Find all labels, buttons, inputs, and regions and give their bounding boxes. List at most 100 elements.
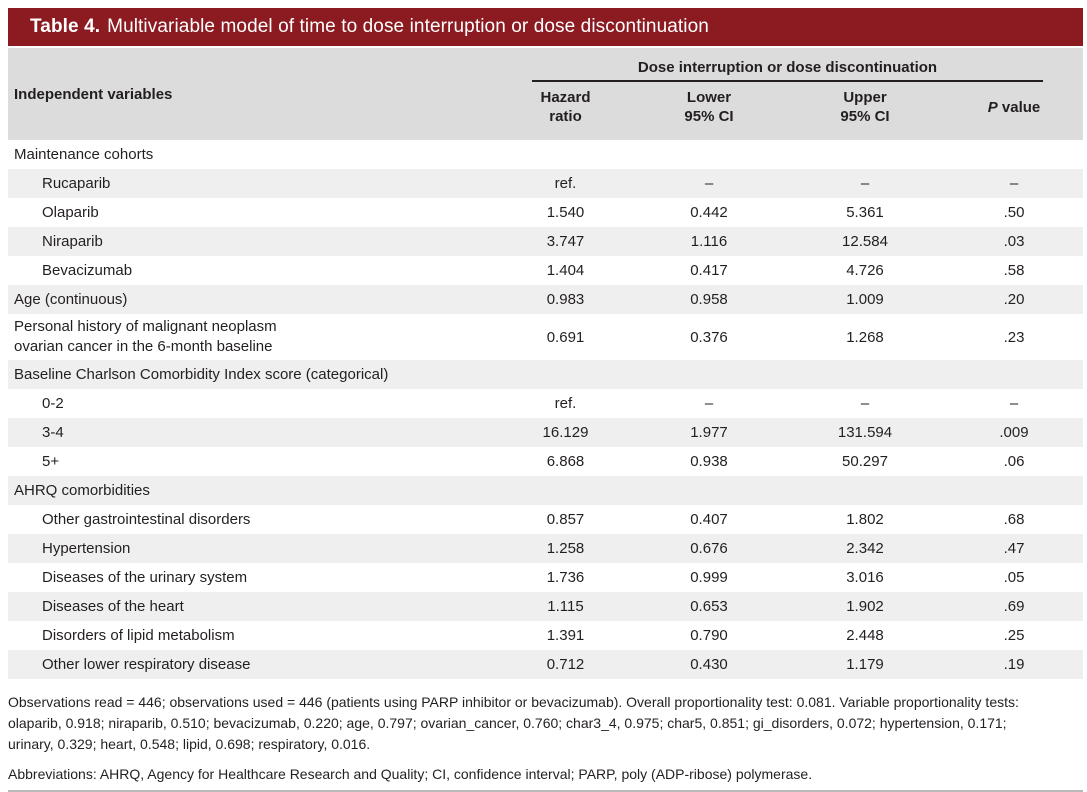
table-row: Other lower respiratory disease 0.712 0.43… [8,650,1083,679]
row-label: Olaparib [42,203,99,221]
row-label: Diseases of the urinary system [42,568,248,586]
cell-upper-ci: 12.584 [785,227,945,256]
cell-lower-ci [633,140,785,169]
table-row: Niraparib 3.747 1.116 12.584.03 [8,227,1083,256]
hazard-line2: ratio [549,108,582,125]
cell-p-value: .47 [945,534,1083,563]
cell-upper-ci [785,476,945,505]
row-label: Maintenance cohorts [14,145,154,163]
cell-lower-ci: 0.999 [690,569,728,586]
table-title-bar: Table 4. Multivariable model of time to … [8,8,1083,46]
table-row: Other gastrointestinal disorders 0.857 0.4… [8,505,1083,534]
cell-p-value [945,476,1083,505]
cell-hazard-ratio: ref. [498,169,633,198]
row-label: Hypertension [8,534,498,563]
cell-lower-ci: 0.407 [690,511,728,528]
cell-p-value [945,140,1083,169]
cell-p-value: .58 [1003,262,1025,279]
cell-p-value: .03 [945,227,1083,256]
cell-upper-ci: 1.268 [846,328,884,346]
row-label: AHRQ comorbidities [8,476,498,505]
cell-lower-ci: 0.430 [633,650,785,679]
cell-p-value: .06 [1003,453,1025,470]
cell-lower-ci: 0.653 [633,592,785,621]
table-figure: Table 4. Multivariable model of time to … [8,8,1083,792]
footnote-observations: Observations read = 446; observations us… [8,694,1019,752]
column-header-lower-ci: Lower 95% CI [633,82,785,140]
cell-lower-ci: – [704,395,714,412]
cell-upper-ci: 3.016 [846,569,884,586]
cell-lower-ci: 1.977 [633,418,785,447]
cell-upper-ci [785,360,945,389]
spanner-cell: Dose interruption or dose discontinuatio… [498,48,1083,82]
cell-lower-ci: 0.790 [690,627,728,644]
table-row: Olaparib 1.540 0.442 5.361 .50 [8,198,1083,227]
cell-lower-ci: 1.116 [633,227,785,256]
table-row: Rucaparib ref. – – – [8,169,1083,198]
cell-p-value: .69 [945,592,1083,621]
row-label: Niraparib [8,227,498,256]
section-row: Baseline Charlson Comorbidity Index scor… [8,360,1083,389]
cell-hazard-ratio: 0.712 [498,650,633,679]
cell-p-value: .19 [945,650,1083,679]
cell-hazard-ratio: 1.404 [546,262,585,279]
cell-upper-ci: – [785,169,945,198]
cell-p-value: – [1009,395,1019,412]
cell-lower-ci: 0.376 [690,328,728,346]
cell-hazard-ratio [498,476,633,505]
cell-hazard-ratio: ref. [554,395,577,412]
column-header-upper-ci: Upper 95% CI [785,82,945,140]
table-row: Diseases of the urinary system 1.736 0.999… [8,563,1083,592]
cell-lower-ci: 0.676 [633,534,785,563]
upper-line1: Upper [843,89,887,106]
table-row: Hypertension 1.258 0.676 2.342.47 [8,534,1083,563]
table-row: Disorders of lipid metabolism 1.391 0.790 2… [8,621,1083,650]
cell-upper-ci: 2.448 [846,627,884,644]
table-row: 0-2 ref. – – – [8,389,1083,418]
cell-p-value: .25 [1003,627,1025,644]
lower-line1: Lower [686,89,732,106]
footnote-abbreviations: Abbreviations: AHRQ, Agency for Healthca… [8,766,813,782]
row-label: Other gastrointestinal disorders [42,510,251,528]
cell-hazard-ratio: 1.258 [498,534,633,563]
cell-upper-ci: – [860,395,870,412]
cell-lower-ci [633,476,785,505]
cell-upper-ci: 50.297 [842,453,888,470]
cell-p-value: .20 [945,285,1083,314]
lower-line2: 95% CI [684,108,734,125]
table-row: 3-4 16.129 1.977 131.594.009 [8,418,1083,447]
section-row: Maintenance cohorts [8,140,1083,169]
spanner-label: Dose interruption or dose discontinuatio… [532,51,1043,82]
cell-lower-ci: 0.938 [690,453,728,470]
table-row: Bevacizumab 1.404 0.417 4.726 .58 [8,256,1083,285]
cell-upper-ci: 5.361 [846,204,884,221]
cell-hazard-ratio: 1.391 [546,627,585,644]
table-row: 5+ 6.868 0.938 50.297 .06 [8,447,1083,476]
cell-upper-ci: 2.342 [785,534,945,563]
upper-line2: 95% CI [840,108,890,125]
p-italic: P [987,98,998,116]
cell-upper-ci: 1.902 [785,592,945,621]
cell-upper-ci [785,140,945,169]
cell-hazard-ratio [498,140,633,169]
cell-p-value: .68 [1003,511,1025,528]
cell-p-value: .05 [1003,569,1025,586]
cell-hazard-ratio [498,360,633,389]
row-label: 0-2 [42,394,64,412]
row-label: Rucaparib [8,169,498,198]
table-row: Diseases of the heart 1.115 0.653 1.902.69 [8,592,1083,621]
cell-upper-ci: 4.726 [846,262,884,279]
row-label: Diseases of the heart [8,592,498,621]
row-label: Personal history of malignant neoplasm o… [14,318,277,355]
table-number: Table 4. [30,16,101,37]
table-title: Multivariable model of time to dose inte… [107,16,709,37]
cell-hazard-ratio: 0.857 [546,511,585,528]
cell-upper-ci: 1.009 [785,285,945,314]
cell-upper-ci: 1.802 [846,511,884,528]
cell-p-value: .009 [945,418,1083,447]
cell-p-value: – [945,169,1083,198]
cell-hazard-ratio: 1.115 [498,592,633,621]
row-label: 5+ [42,452,60,470]
table-row: Age (continuous) 0.983 0.958 1.009.20 [8,285,1083,314]
cell-hazard-ratio: 3.747 [498,227,633,256]
